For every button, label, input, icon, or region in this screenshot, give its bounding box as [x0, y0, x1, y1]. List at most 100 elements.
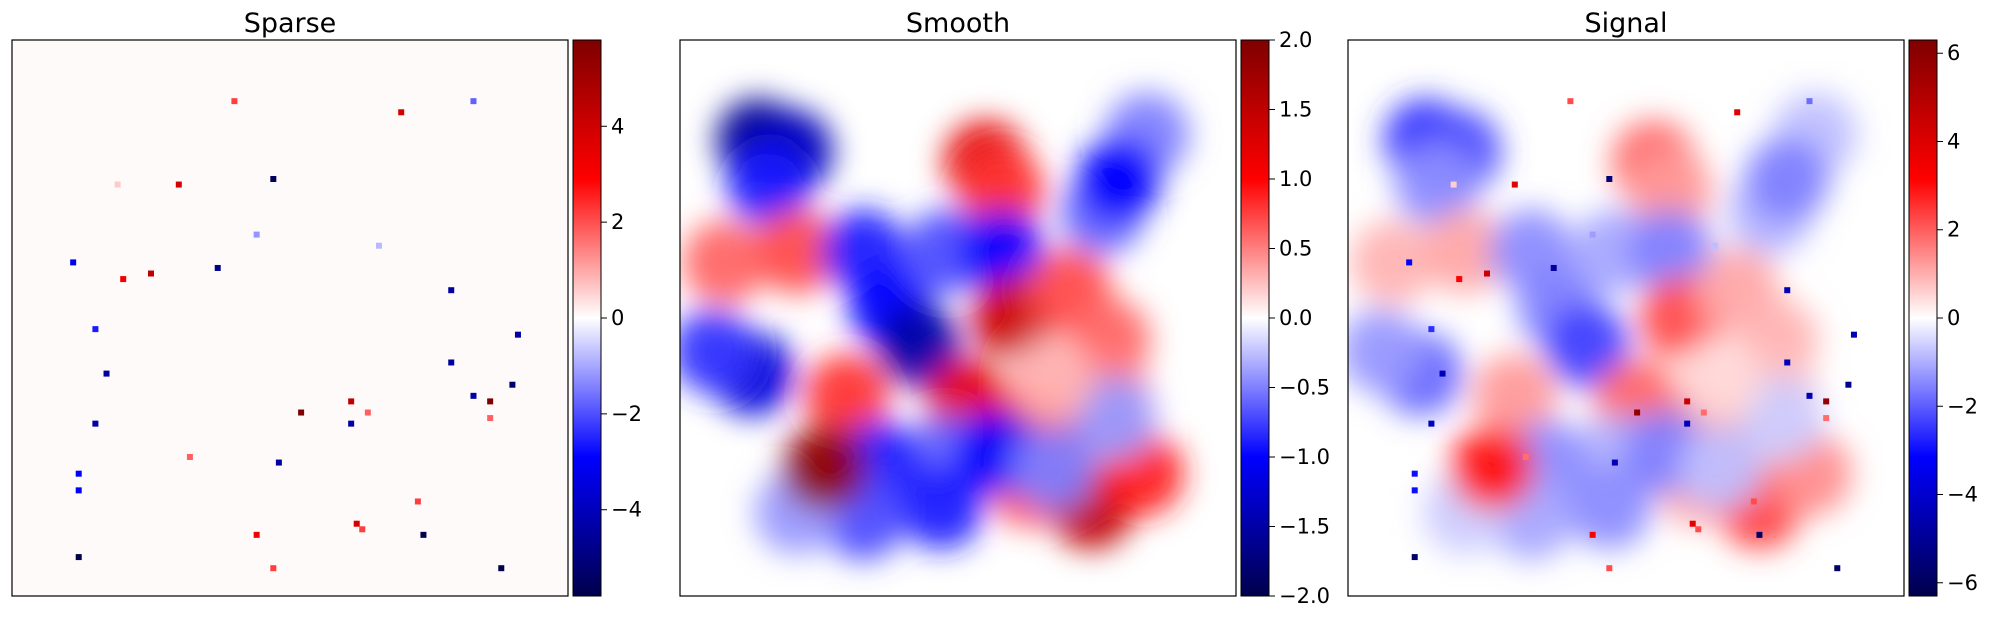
colorbar-tick-label: 2.0 — [1279, 28, 1312, 52]
sparse-cell — [92, 326, 99, 333]
smooth-blob — [1628, 148, 1713, 233]
smooth-blob — [877, 303, 962, 388]
sparse-cell — [470, 392, 477, 399]
panel-sparse: Sparse −4 −2 0 2 4 — [11, 8, 642, 597]
sparse-cell — [359, 526, 366, 533]
sparse-cell — [1428, 420, 1435, 427]
sparse-cell — [1606, 176, 1613, 182]
colorbar-tick-label: 0.5 — [1279, 237, 1312, 261]
sparse-cell — [270, 565, 277, 572]
sparse-cell — [1450, 181, 1457, 188]
colorbar-tick-label: 4 — [611, 114, 624, 138]
sparse-cell — [148, 270, 154, 277]
sparse-cell — [275, 459, 282, 466]
sparse-cell — [1834, 565, 1841, 572]
smooth-blob — [782, 426, 867, 511]
sparse-cell — [375, 242, 382, 249]
smooth-blob — [1348, 309, 1424, 394]
colorbar-tick-label: −2.0 — [1279, 584, 1330, 608]
colorbar-gradient — [1240, 39, 1270, 597]
sparse-cell — [1522, 454, 1529, 460]
sparse-cell — [1784, 287, 1791, 294]
sparse-cell — [253, 231, 260, 238]
sparse-cell — [1734, 109, 1741, 116]
sparse-cell — [1823, 398, 1830, 405]
sparse-cell — [1806, 98, 1813, 105]
colorbar-ticks: −2.0 −1.5 −1.0 −0.5 0.0 0.5 1.0 1.5 2.0 — [1269, 28, 1330, 608]
sparse-cell — [1406, 259, 1413, 266]
panel-title: Signal — [1585, 8, 1668, 39]
sparse-cell — [103, 370, 110, 377]
colorbar-tick-label: −2 — [1947, 394, 1978, 418]
smooth-blob — [1745, 137, 1830, 221]
sparse-cell — [1845, 381, 1852, 388]
plot-frame — [679, 39, 1237, 597]
sparse-cell — [1700, 409, 1707, 416]
sparse-cell — [298, 409, 305, 416]
smooth-blob — [1567, 465, 1652, 550]
smooth-blob — [1678, 426, 1763, 511]
heatmap-field — [1348, 92, 1858, 561]
smooth-blob — [1739, 376, 1824, 461]
sparse-cell — [1589, 231, 1596, 238]
plot-frame — [1347, 39, 1905, 597]
sparse-cell — [364, 409, 371, 416]
sparse-cell — [175, 181, 182, 188]
colorbar-tick-label: 2 — [1947, 218, 1960, 242]
colorbar-tick-label: 1.5 — [1279, 98, 1312, 122]
colorbar-tick-label: −1.0 — [1279, 445, 1330, 469]
plot-frame — [11, 39, 569, 597]
sparse-cell — [120, 276, 127, 283]
sparse-cell — [1606, 565, 1613, 572]
smooth-blob — [726, 142, 811, 227]
sparse-cell — [1611, 459, 1618, 466]
sparse-cell — [231, 98, 238, 105]
sparse-cell — [1567, 98, 1574, 105]
smooth-blob — [1071, 376, 1156, 461]
heatmap-blobs — [1348, 92, 1858, 561]
sparse-cell — [1689, 520, 1696, 527]
sparse-cell — [498, 565, 505, 572]
colorbar-ticks: −6 −4 −2 0 2 4 6 — [1937, 41, 1978, 595]
sparse-cell — [1823, 415, 1830, 422]
panel-signal: Signal −6 −4 −2 0 2 4 6 — [1347, 8, 1978, 597]
sparse-cell — [214, 264, 221, 271]
panel-smooth: Smooth −2.0 −1.5 −1.0 −0.5 0.0 0.5 1.0 1.5 2.0 — [679, 8, 1330, 608]
sparse-cell — [348, 398, 355, 405]
sparse-cell — [448, 359, 455, 366]
sparse-cell — [1484, 270, 1490, 277]
smooth-blob — [1350, 220, 1435, 305]
smooth-blob — [1010, 426, 1095, 511]
smooth-blob — [754, 209, 839, 294]
sparse-cell — [1711, 242, 1718, 249]
heatmap-cells — [1406, 98, 1857, 572]
heatmap-blobs — [680, 92, 1190, 561]
sparse-cell — [70, 259, 77, 266]
colorbar-tick-label: 0 — [611, 306, 624, 330]
smooth-blob — [899, 465, 984, 550]
smooth-blob — [1010, 337, 1095, 422]
sparse-cell — [75, 554, 82, 561]
sparse-cell — [114, 181, 121, 188]
sparse-cell — [487, 398, 494, 405]
colorbar-gradient — [572, 39, 602, 597]
panel-title: Sparse — [244, 8, 337, 39]
sparse-cell — [1684, 398, 1691, 405]
colorbar-tick-label: 6 — [1947, 41, 1960, 65]
smooth-blob — [1394, 142, 1479, 227]
colorbar-tick-label: −4 — [611, 498, 642, 522]
colorbar-tick-label: −6 — [1947, 571, 1978, 595]
sparse-cell — [92, 420, 99, 427]
sparse-cell — [1411, 487, 1418, 494]
sparse-cell — [1411, 554, 1418, 561]
smooth-blob — [682, 220, 767, 305]
colorbar: −4 −2 0 2 4 — [572, 39, 642, 597]
sparse-cell — [1589, 531, 1596, 538]
sparse-cell — [1756, 531, 1763, 538]
sparse-cell — [470, 98, 477, 105]
colorbar-tick-label: 2 — [611, 210, 624, 234]
colorbar-tick-label: −1.5 — [1279, 515, 1330, 539]
smooth-blob — [1077, 137, 1162, 221]
sparse-cell — [1428, 326, 1435, 333]
colorbar-tick-label: −2 — [611, 402, 642, 426]
